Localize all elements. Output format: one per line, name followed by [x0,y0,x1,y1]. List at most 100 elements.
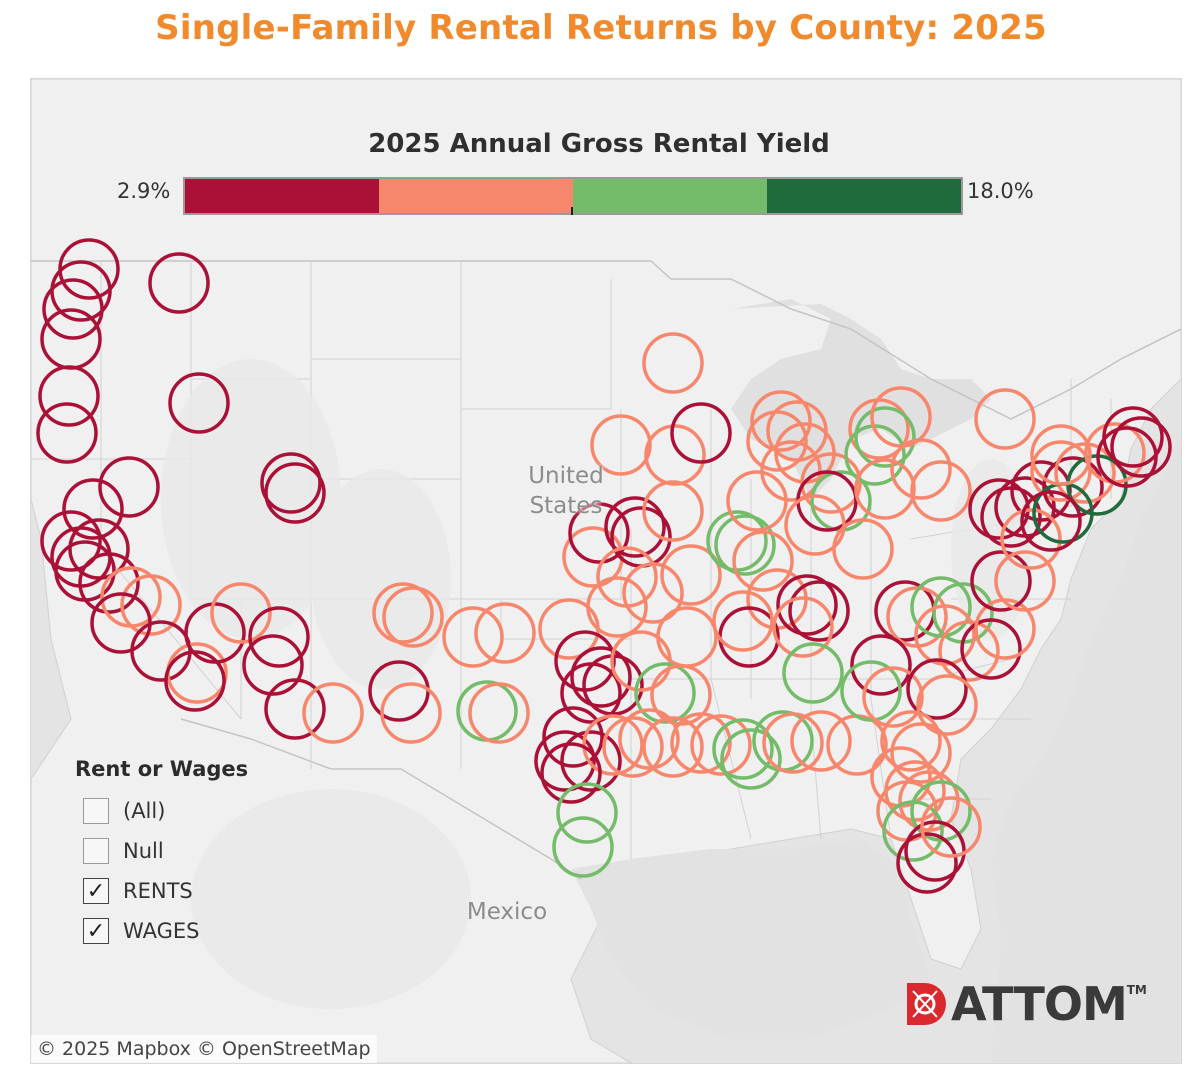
county-marker[interactable] [556,782,618,844]
county-marker[interactable] [904,820,966,882]
county-marker[interactable] [906,658,968,720]
county-marker[interactable] [896,832,958,894]
county-marker[interactable] [560,730,622,792]
map-attribution[interactable]: © 2025 Mapbox © OpenStreetMap [31,1035,377,1063]
county-marker[interactable] [582,714,644,776]
county-marker[interactable] [854,458,916,520]
county-marker[interactable] [1110,416,1172,478]
county-marker[interactable] [970,550,1032,612]
map-view[interactable]: United States Mexico 2025 Annual Gross R… [30,78,1182,1064]
county-marker[interactable] [68,518,130,580]
county-marker[interactable] [586,576,648,638]
county-marker[interactable] [120,574,182,636]
county-marker[interactable] [840,660,902,722]
county-marker[interactable] [634,662,696,724]
county-marker[interactable] [242,634,304,696]
county-marker[interactable] [542,706,604,768]
county-marker[interactable] [1020,490,1082,552]
county-marker[interactable] [642,332,704,394]
county-marker[interactable] [474,602,536,664]
county-marker[interactable] [98,456,160,518]
county-marker[interactable] [62,478,124,540]
county-marker[interactable] [862,666,924,728]
county-marker[interactable] [788,580,850,642]
county-marker[interactable] [78,552,140,614]
county-marker[interactable] [910,460,972,522]
county-marker[interactable] [790,710,852,772]
county-markers[interactable] [36,238,1172,894]
county-marker[interactable] [264,678,326,740]
county-marker[interactable] [772,596,834,658]
county-marker[interactable] [38,365,100,427]
county-marker[interactable] [1030,440,1092,502]
county-marker[interactable] [148,252,210,314]
checkbox-rents[interactable]: ✓ [83,878,109,904]
county-marker[interactable] [960,618,1022,680]
county-marker[interactable] [1000,508,1062,570]
county-marker[interactable] [762,712,824,774]
checkbox-null[interactable] [83,838,109,864]
county-marker[interactable] [1030,424,1092,486]
county-marker[interactable] [260,452,322,514]
county-marker[interactable] [372,582,434,644]
county-marker[interactable] [880,710,942,772]
county-marker[interactable] [938,620,1000,682]
county-marker[interactable] [622,562,684,624]
county-marker[interactable] [920,796,982,858]
county-marker[interactable] [642,480,704,542]
county-marker[interactable] [784,494,846,556]
county-marker[interactable] [468,682,530,744]
county-marker[interactable] [540,742,602,804]
county-marker[interactable] [1054,442,1116,504]
county-marker[interactable] [690,714,752,776]
legend-color-bar[interactable] [183,177,963,215]
county-marker[interactable] [618,708,680,770]
county-marker[interactable] [590,414,652,476]
county-marker[interactable] [534,730,596,792]
county-marker[interactable] [712,718,774,780]
county-marker[interactable] [882,800,944,862]
county-marker[interactable] [642,716,704,778]
county-marker[interactable] [264,462,326,524]
county-marker[interactable] [248,606,310,668]
county-marker[interactable] [750,390,812,452]
county-marker[interactable] [382,586,444,648]
county-marker[interactable] [890,722,952,784]
checkbox-wages[interactable]: ✓ [83,918,109,944]
county-marker[interactable] [898,770,960,832]
county-marker[interactable] [42,278,104,340]
county-marker[interactable] [776,574,838,636]
county-marker[interactable] [782,642,844,704]
checkbox-all[interactable] [83,798,109,824]
county-marker[interactable] [380,682,442,744]
county-marker[interactable] [720,728,782,790]
county-marker[interactable] [656,606,718,668]
county-marker[interactable] [712,590,774,652]
county-marker[interactable] [850,634,912,696]
county-marker[interactable] [670,712,732,774]
filter-option-all[interactable]: (All) [83,791,248,831]
county-marker[interactable] [560,662,622,724]
county-marker[interactable] [890,438,952,500]
county-marker[interactable] [210,582,272,644]
county-marker[interactable] [914,604,976,666]
county-marker[interactable] [714,514,776,576]
county-marker[interactable] [36,402,98,464]
county-marker[interactable] [568,502,630,564]
county-marker[interactable] [910,576,972,638]
county-marker[interactable] [916,674,978,736]
county-marker[interactable] [552,816,614,878]
county-marker[interactable] [800,452,862,514]
county-marker[interactable] [644,424,706,486]
county-marker[interactable] [1042,456,1104,518]
county-marker[interactable] [602,716,664,778]
county-marker[interactable] [604,496,666,558]
county-marker[interactable] [570,646,632,708]
county-marker[interactable] [442,606,504,668]
county-marker[interactable] [854,406,916,468]
county-marker[interactable] [1096,426,1158,488]
filter-option-rents[interactable]: ✓ RENTS [83,871,248,911]
county-marker[interactable] [168,372,230,434]
filter-option-null[interactable]: Null [83,831,248,871]
filter-option-wages[interactable]: ✓ WAGES [83,911,248,951]
